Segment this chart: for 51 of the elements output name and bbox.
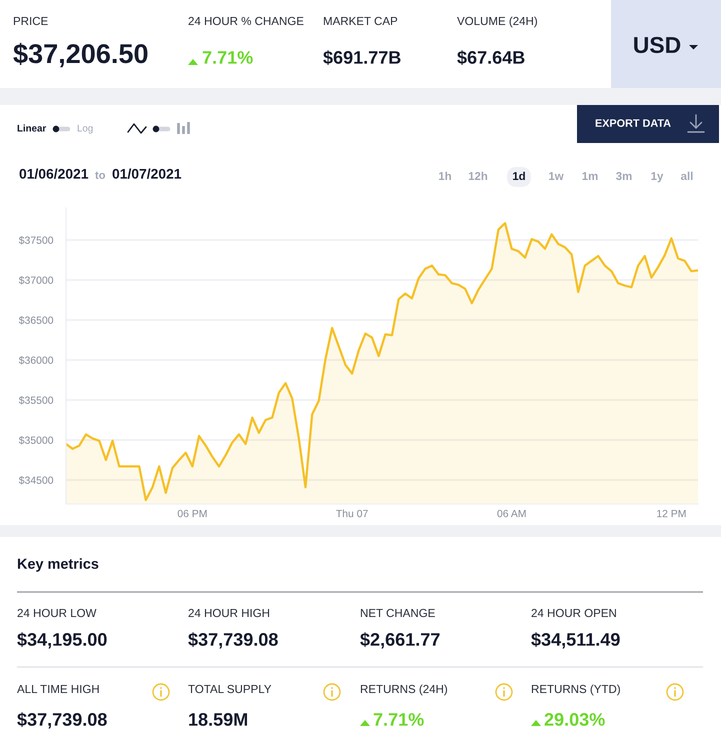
x-tick-label: Thu 07 xyxy=(336,510,368,518)
text: 1h xyxy=(439,172,451,180)
y-tick-label: $37000 xyxy=(18,276,54,284)
y-tick-label: $34500 xyxy=(18,476,54,484)
text: 1d xyxy=(513,172,525,180)
x-tick-label: 06 AM xyxy=(497,510,526,518)
text: 18.59M xyxy=(189,713,248,726)
text: Linear xyxy=(18,124,46,132)
text: ALL TIME HIGH xyxy=(17,684,99,694)
text: USD xyxy=(634,36,680,54)
text: $67.64B xyxy=(457,50,524,66)
text: Log xyxy=(78,124,93,134)
y-tick-label: $35000 xyxy=(18,436,54,444)
text: to xyxy=(95,172,106,179)
y-tick-label: $35500 xyxy=(18,396,54,404)
text: 1m xyxy=(582,172,598,180)
text: 29.03% xyxy=(544,713,605,726)
y-tick-label: $36000 xyxy=(18,356,54,364)
x-tick-label: 12 PM xyxy=(657,510,686,518)
text: $34,511.49 xyxy=(531,632,620,648)
text: Key metrics xyxy=(18,558,98,572)
text: 24 HOUR LOW xyxy=(18,608,96,618)
text: 7.71% xyxy=(374,713,424,726)
text: VOLUME (24H) xyxy=(457,16,537,28)
text: RETURNS (24H) xyxy=(360,684,448,696)
text: 12h xyxy=(468,172,488,180)
text: $37,739.08 xyxy=(17,712,107,728)
y-tick-label: $37500 xyxy=(18,236,54,244)
text: $37,206.50 xyxy=(13,42,148,68)
text: 24 HOUR HIGH xyxy=(188,608,270,618)
text: $37,739.08 xyxy=(188,632,278,648)
text: 24 HOUR % CHANGE xyxy=(188,16,304,26)
text: 7.71% xyxy=(202,51,253,64)
text: MARKET CAP xyxy=(324,16,398,26)
text: all xyxy=(681,172,693,180)
text: 3m xyxy=(616,172,632,180)
y-tick-label: $36500 xyxy=(18,316,54,324)
text: 24 HOUR OPEN xyxy=(532,608,616,618)
text: TOTAL SUPPLY xyxy=(188,684,272,694)
text: 01/06/2021 xyxy=(20,168,88,179)
text: EXPORT DATA xyxy=(596,119,671,127)
text: 1y xyxy=(651,172,664,182)
text: 1w xyxy=(549,172,564,180)
text: PRICE xyxy=(14,16,48,26)
text: $691.77B xyxy=(323,50,400,66)
text: NET CHANGE xyxy=(360,608,435,618)
text: RETURNS (YTD) xyxy=(532,684,620,696)
text: 01/07/2021 xyxy=(112,168,182,179)
text: $2,661.77 xyxy=(360,632,440,648)
x-tick-label: 06 PM xyxy=(178,510,207,518)
text: $34,195.00 xyxy=(17,632,107,648)
